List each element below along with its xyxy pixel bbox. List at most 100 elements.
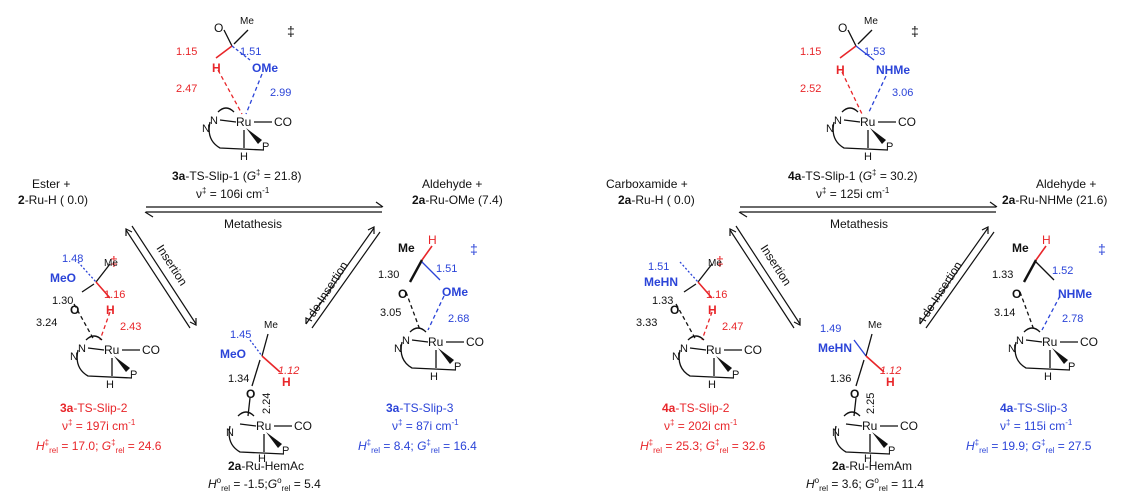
- svg-text:H: H: [1044, 371, 1052, 383]
- svg-text:1.15: 1.15: [800, 46, 821, 58]
- svg-text:1.36: 1.36: [830, 373, 851, 385]
- svg-text:CO: CO: [744, 343, 762, 357]
- svg-text:1.12: 1.12: [278, 365, 299, 377]
- svg-text:Ru: Ru: [862, 419, 877, 433]
- svg-text:CO: CO: [294, 419, 312, 433]
- svg-text:P: P: [282, 445, 289, 457]
- dist-h-ru: 2.47: [176, 83, 197, 95]
- ts2-label: 4a-TS-Slip-2: [662, 401, 730, 415]
- svg-text:1.45: 1.45: [230, 329, 251, 341]
- svg-text:H: H: [106, 379, 114, 391]
- dagger: ‡: [287, 23, 295, 39]
- svg-text:3.33: 3.33: [636, 317, 657, 329]
- metathesis-label: Metathesis: [224, 217, 282, 231]
- svg-text:Me: Me: [1012, 241, 1029, 255]
- svg-text:O: O: [398, 287, 407, 301]
- svg-text:O: O: [246, 387, 255, 401]
- svg-text:O: O: [850, 387, 859, 401]
- ts2-label: 3a-TS-Slip-2: [60, 401, 128, 415]
- svg-text:1.34: 1.34: [228, 373, 249, 385]
- dist: 1.30: [52, 295, 73, 307]
- ester-insertion-arrows: [125, 225, 197, 329]
- n-atom: N: [210, 115, 218, 127]
- ts2-frequency: ν‡ = 202i cm-1: [664, 418, 738, 433]
- amide-product-line2: 2a-Ru-NHMe (21.6): [1002, 193, 1107, 207]
- svg-text:Ru: Ru: [706, 343, 721, 357]
- svg-text:N: N: [832, 427, 840, 439]
- amide-metathesis-arrows: [738, 201, 998, 218]
- svg-text:N: N: [672, 351, 680, 363]
- svg-text:P: P: [454, 361, 461, 373]
- mehn-group: MeHN: [818, 341, 852, 355]
- svg-text:H: H: [864, 453, 872, 465]
- ts3-label: 4a-TS-Slip-3: [1000, 401, 1068, 415]
- ts1-frequency: ν‡ = 106i cm-1: [196, 186, 270, 201]
- ester-hemiacetal: 1.45 Me MeO 1.34 1.12 H O 2.24 N Ru CO P…: [208, 320, 321, 492]
- amide-ts-slip-3: Me H ‡ 1.33 1.52 O NHMe 3.14 2.78 N N Ru…: [966, 233, 1106, 455]
- svg-text:N: N: [402, 335, 410, 347]
- dagger: ‡: [470, 241, 478, 257]
- ts3-energies: H‡rel = 19.9; G‡rel = 27.5: [966, 438, 1092, 455]
- svg-text:Me: Me: [864, 16, 878, 27]
- dist: 1.48: [62, 253, 83, 265]
- ts1-frequency: ν‡ = 125i cm-1: [816, 186, 890, 201]
- amide-reactant-line1: Carboxamide +: [606, 177, 688, 191]
- amide-reactant-line2: 2a-Ru-H ( 0.0): [618, 193, 695, 207]
- svg-text:P: P: [888, 445, 895, 457]
- ts3-label: 3a-TS-Slip-3: [386, 401, 454, 415]
- svg-text:H: H: [708, 379, 716, 391]
- svg-text:P: P: [732, 369, 739, 381]
- amide-insertion-arrows: [729, 225, 801, 329]
- svg-text:H: H: [836, 63, 845, 77]
- svg-text:2.52: 2.52: [800, 83, 821, 95]
- dagger: ‡: [110, 253, 118, 269]
- svg-text:Ru: Ru: [1042, 335, 1057, 349]
- svg-text:H: H: [428, 233, 437, 247]
- ts1-title: 4a-TS-Slip-1 (G‡ = 30.2): [788, 168, 918, 183]
- svg-text:O: O: [670, 303, 679, 317]
- ester-reactant-line1: Ester +: [32, 177, 70, 191]
- dagger: ‡: [911, 23, 919, 39]
- svg-text:Me: Me: [264, 320, 278, 331]
- svg-text:N: N: [834, 115, 842, 127]
- svg-text:1.49: 1.49: [820, 323, 841, 335]
- svg-text:CO: CO: [466, 335, 484, 349]
- h-atom: H: [212, 61, 221, 75]
- h-atom: H: [106, 303, 115, 317]
- svg-text:1.51: 1.51: [436, 263, 457, 275]
- hemam-label: 2a-Ru-HemAm: [832, 459, 912, 473]
- ts2-energies: H‡rel = 25.3; G‡rel = 32.6: [640, 438, 766, 455]
- svg-text:N: N: [226, 427, 234, 439]
- dist-o-ru: 2.99: [270, 87, 291, 99]
- svg-text:3.05: 3.05: [380, 307, 401, 319]
- amide-product-line1: Aldehyde +: [1036, 177, 1096, 191]
- svg-text:H: H: [430, 371, 438, 383]
- svg-text:H: H: [258, 453, 266, 465]
- svg-text:N: N: [826, 123, 834, 135]
- svg-text:H: H: [864, 151, 872, 163]
- svg-text:2.78: 2.78: [1062, 313, 1083, 325]
- svg-text:O: O: [1012, 287, 1021, 301]
- svg-text:Ru: Ru: [256, 419, 271, 433]
- deinsertion-label: de-Insertion: [305, 259, 351, 320]
- nhme-group: NHMe: [876, 63, 910, 77]
- o-atom: O: [214, 21, 223, 35]
- meo-group: MeO: [50, 271, 76, 285]
- n-atom: N: [202, 123, 210, 135]
- amide-hemiaminal: 1.49 Me MeHN 1.36 1.12 H O 2.25 N Ru CO …: [806, 320, 924, 492]
- amide-deinsertion-arrows: [919, 226, 995, 329]
- amide-ts-slip-2: 1.51 ‡ MeHN Me 1.33 1.16 O H 3.33 2.47 N…: [636, 253, 766, 455]
- h-atom: H: [240, 151, 248, 163]
- ts3-energies: H‡rel = 8.4; G‡rel = 16.4: [358, 438, 477, 455]
- svg-text:Ru: Ru: [860, 115, 875, 129]
- ome-group: OMe: [252, 61, 278, 75]
- hemac-label: 2a-Ru-HemAc: [228, 459, 304, 473]
- ts3-frequency: ν‡ = 87i cm-1: [392, 418, 459, 433]
- dagger: ‡: [716, 253, 724, 269]
- ts2-frequency: ν‡ = 197i cm-1: [62, 418, 136, 433]
- svg-text:Ru: Ru: [428, 335, 443, 349]
- svg-text:Me: Me: [398, 241, 415, 255]
- svg-text:P: P: [886, 141, 893, 153]
- svg-text:CO: CO: [898, 115, 916, 129]
